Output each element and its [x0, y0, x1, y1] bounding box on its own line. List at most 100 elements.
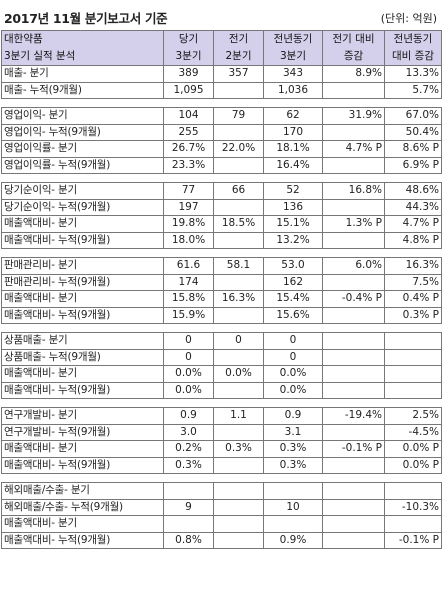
cell-qoq-change	[322, 456, 385, 474]
cell-prior-year-quarter: 3.1	[263, 423, 323, 441]
table-row: 상품매출- 분기 0 0 0	[1, 332, 442, 350]
table-row: 매출액대비- 분기 0.2% 0.3% 0.3% -0.1% P 0.0% P	[1, 440, 442, 458]
group-spacer-cell	[1, 248, 442, 258]
cell-current-quarter: 18.0%	[163, 231, 214, 249]
cell-prior-year-quarter: 170	[263, 123, 323, 141]
group-spacer-cell	[1, 398, 442, 408]
row-label: 매출- 누적(9개월)	[1, 81, 164, 99]
table-row: 영업이익률- 분기 26.7% 22.0% 18.1% 4.7% P 8.6% P	[1, 140, 442, 158]
cell-prior-year-quarter: 0.0%	[263, 365, 323, 383]
header-prior-year-line1: 전년동기	[273, 33, 313, 45]
table-row: 매출액대비- 분기 15.8% 16.3% 15.4% -0.4% P 0.4% P	[1, 290, 442, 308]
group-spacer	[1, 173, 442, 183]
row-label: 매출액대비- 누적(9개월)	[1, 381, 164, 399]
row-label: 판매관리비- 누적(9개월)	[1, 273, 164, 291]
cell-qoq-change: 1.3% P	[322, 215, 385, 233]
header-prior-year-quarter: 전년동기 3분기	[263, 30, 323, 66]
cell-yoy-change: 6.9% P	[384, 156, 442, 174]
table-row: 연구개발비- 분기 0.9 1.1 0.9 -19.4% 2.5%	[1, 407, 442, 425]
cell-qoq-change: -0.4% P	[322, 290, 385, 308]
table-body: 매출- 분기 389 357 343 8.9% 13.3% 매출- 누적(9개월) 1,095…	[1, 65, 442, 549]
cell-prior-year-quarter	[263, 482, 323, 500]
row-label: 영업이익률- 누적(9개월)	[1, 156, 164, 174]
header-qoq-line1: 전기 대비	[332, 33, 375, 45]
cell-yoy-change: 13.3%	[384, 65, 442, 83]
row-label: 연구개발비- 분기	[1, 407, 164, 425]
cell-previous-quarter	[213, 306, 264, 324]
cell-prior-year-quarter: 136	[263, 198, 323, 216]
cell-qoq-change	[322, 365, 385, 383]
group-spacer-cell	[1, 323, 442, 333]
row-label: 판매관리비- 분기	[1, 257, 164, 275]
cell-prior-year-quarter: 1,036	[263, 81, 323, 99]
cell-current-quarter: 1,095	[163, 81, 214, 99]
group-spacer-cell	[1, 173, 442, 183]
header-qoq-change: 전기 대비 증감	[322, 30, 385, 66]
cell-prior-year-quarter: 15.4%	[263, 290, 323, 308]
cell-prior-year-quarter: 0	[263, 348, 323, 366]
table-row: 판매관리비- 누적(9개월) 174 162 7.5%	[1, 273, 442, 291]
header-current-quarter: 당기 3분기	[163, 30, 214, 66]
cell-previous-quarter: 0	[213, 332, 264, 350]
header-previous-line1: 전기	[228, 33, 249, 45]
unit-label: (단위: 억원)	[380, 12, 437, 25]
cell-current-quarter: 0.0%	[163, 365, 214, 383]
header-previous-quarter: 전기 2분기	[213, 30, 264, 66]
cell-current-quarter: 389	[163, 65, 214, 83]
row-label: 매출액대비- 분기	[1, 365, 164, 383]
table-row: 매출액대비- 누적(9개월) 0.8% 0.9% -0.1% P	[1, 531, 442, 549]
cell-prior-year-quarter: 162	[263, 273, 323, 291]
table-header-row: 대한약품 3분기 실적 분석 당기 3분기 전기 2분기 전년동기 3분기 전기…	[1, 30, 442, 66]
cell-yoy-change: 50.4%	[384, 123, 442, 141]
cell-yoy-change	[384, 515, 442, 533]
cell-yoy-change: 2.5%	[384, 407, 442, 425]
cell-yoy-change: 16.3%	[384, 257, 442, 275]
cell-current-quarter: 104	[163, 107, 214, 125]
cell-prior-year-quarter: 18.1%	[263, 140, 323, 158]
row-label: 매출액대비- 분기	[1, 515, 164, 533]
row-label: 당기순이익- 분기	[1, 182, 164, 200]
cell-current-quarter: 0	[163, 332, 214, 350]
header-previous-line2: 2분기	[225, 50, 252, 62]
cell-previous-quarter	[213, 231, 264, 249]
cell-prior-year-quarter: 52	[263, 182, 323, 200]
table-row: 해외매출/수출- 분기	[1, 482, 442, 500]
group-spacer-cell	[1, 98, 442, 108]
cell-qoq-change	[322, 332, 385, 350]
cell-current-quarter: 77	[163, 182, 214, 200]
cell-yoy-change	[384, 332, 442, 350]
cell-qoq-change: 6.0%	[322, 257, 385, 275]
cell-yoy-change: 48.6%	[384, 182, 442, 200]
cell-prior-year-quarter: 0.3%	[263, 456, 323, 474]
header-yoy-change: 전년동기 대비 증감	[384, 30, 442, 66]
cell-current-quarter: 15.8%	[163, 290, 214, 308]
cell-qoq-change	[322, 198, 385, 216]
row-label: 상품매출- 누적(9개월)	[1, 348, 164, 366]
header-company-name: 대한약품	[4, 33, 43, 45]
cell-prior-year-quarter: 13.2%	[263, 231, 323, 249]
cell-previous-quarter	[213, 156, 264, 174]
table-row: 영업이익- 분기 104 79 62 31.9% 67.0%	[1, 107, 442, 125]
group-spacer	[1, 323, 442, 333]
cell-prior-year-quarter: 0.9%	[263, 531, 323, 549]
row-label: 매출액대비- 누적(9개월)	[1, 531, 164, 549]
cell-qoq-change	[322, 156, 385, 174]
table-row: 당기순이익- 분기 77 66 52 16.8% 48.6%	[1, 182, 442, 200]
cell-current-quarter: 0.9	[163, 407, 214, 425]
group-spacer-cell	[1, 473, 442, 483]
cell-yoy-change: 0.3% P	[384, 306, 442, 324]
row-label: 매출액대비- 분기	[1, 290, 164, 308]
row-label: 매출액대비- 누적(9개월)	[1, 306, 164, 324]
group-spacer	[1, 248, 442, 258]
row-label: 매출액대비- 분기	[1, 215, 164, 233]
cell-current-quarter: 3.0	[163, 423, 214, 441]
cell-yoy-change: 44.3%	[384, 198, 442, 216]
cell-current-quarter: 23.3%	[163, 156, 214, 174]
cell-yoy-change	[384, 381, 442, 399]
cell-previous-quarter	[213, 482, 264, 500]
table-row: 판매관리비- 분기 61.6 58.1 53.0 6.0% 16.3%	[1, 257, 442, 275]
cell-qoq-change: 16.8%	[322, 182, 385, 200]
cell-prior-year-quarter: 15.1%	[263, 215, 323, 233]
cell-current-quarter: 26.7%	[163, 140, 214, 158]
earnings-table: 대한약품 3분기 실적 분석 당기 3분기 전기 2분기 전년동기 3분기 전기…	[1, 30, 442, 549]
